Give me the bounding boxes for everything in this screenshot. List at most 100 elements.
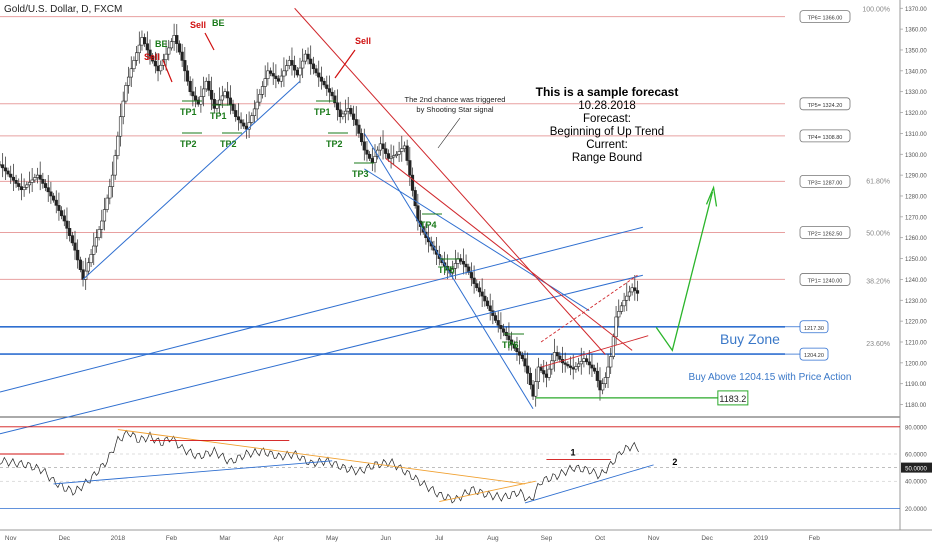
rsi-tick-label-1: 40.0000 (905, 480, 927, 486)
candle-body (493, 315, 498, 321)
candle-body (603, 377, 607, 385)
candle-body (54, 199, 58, 206)
candle-body (397, 151, 401, 155)
candle-body (159, 64, 163, 72)
candle-body (496, 320, 500, 326)
candle-body (563, 362, 567, 365)
level-label-2: TP4= 1308.80 (808, 135, 843, 141)
time-tick-label-10: Sep (541, 535, 553, 542)
candle-body (207, 80, 211, 91)
candle-body (413, 190, 417, 207)
tp-mark-4: TP2 (220, 139, 237, 149)
candle-body (19, 186, 24, 191)
price-tick-label-0: 1180.00 (905, 403, 927, 409)
candle-body (520, 354, 524, 359)
time-tick-label-1: Dec (59, 535, 71, 542)
candle-body (625, 295, 629, 301)
price-tick-label-18: 1360.00 (905, 28, 927, 34)
candle-body (169, 41, 174, 49)
candle-body (255, 101, 259, 110)
candle-body (341, 113, 345, 118)
candle-body (108, 186, 112, 199)
candle-body (97, 229, 101, 239)
candle-body (306, 53, 310, 60)
candle-body (62, 215, 66, 222)
candle-body (491, 310, 495, 316)
rsi-tick-label-4: 80.0000 (905, 425, 927, 431)
sell-arrow-3 (334, 49, 356, 79)
candle-body (38, 174, 42, 180)
price-tick-label-17: 1350.00 (905, 48, 927, 54)
candle-body (619, 305, 624, 312)
candle-body (231, 103, 235, 111)
level-label-4: TP2= 1262.50 (808, 231, 843, 237)
support-label: 1183.2 (719, 394, 746, 404)
fib-label-0: 100.00% (862, 6, 890, 13)
candle-body (121, 100, 125, 118)
price-tick-label-1: 1190.00 (905, 382, 927, 388)
candle-body (568, 365, 573, 368)
candle-body (285, 65, 289, 72)
candle-body (424, 231, 428, 239)
candle-body (507, 335, 511, 341)
candle-body (303, 53, 307, 62)
candle-body (30, 179, 34, 183)
candle-body (9, 173, 13, 178)
candle-body (1, 164, 5, 169)
candle-body (268, 70, 273, 74)
candle-body (236, 116, 240, 121)
level-label-7: 1204.20 (804, 353, 824, 359)
candle-body (124, 85, 128, 102)
candle-body (461, 261, 465, 265)
tp-mark-8: TP5 (438, 265, 455, 275)
candle-body (617, 311, 621, 318)
candle-body (451, 267, 455, 274)
candle-body (402, 145, 407, 150)
candle-body (215, 103, 219, 109)
candle-body (550, 360, 554, 370)
candle-body (351, 113, 356, 120)
time-tick-label-12: Nov (648, 535, 660, 542)
level-tag-0 (799, 10, 851, 24)
candle-body (191, 91, 195, 97)
candle-body (250, 115, 254, 123)
candle-body (432, 245, 436, 251)
candle-body (223, 91, 227, 97)
candle-body (582, 358, 586, 362)
candle-body (118, 116, 123, 137)
buy-zone-label: Buy Zone (720, 331, 780, 347)
forecast-arrow (655, 191, 714, 352)
candle-body (188, 80, 192, 92)
candle-body (499, 325, 503, 330)
time-tick-label-8: Jul (435, 535, 444, 542)
candle-body (360, 133, 364, 143)
candle-body (558, 355, 562, 360)
candle-body (145, 43, 149, 51)
candle-body (459, 258, 463, 262)
candle-body (501, 328, 506, 333)
candle-body (614, 316, 618, 338)
candle-body (322, 80, 326, 86)
candle-body (370, 158, 374, 163)
candle-body (177, 43, 182, 53)
rsi-mark-1: 1 (571, 447, 576, 457)
candle-body (485, 300, 490, 307)
candle-body (531, 384, 535, 397)
candle-body (593, 367, 597, 372)
candle-body (622, 299, 626, 307)
candle-body (453, 263, 457, 269)
be-mark-1: BE (155, 39, 168, 49)
fib-label-4: 23.60% (866, 341, 890, 348)
candle-body (576, 363, 581, 367)
candle-body (57, 205, 61, 211)
candle-body (314, 68, 318, 74)
candle-body (212, 99, 216, 109)
candle-body (14, 180, 18, 184)
buy-above-label: Buy Above 1204.15 with Price Action (689, 372, 852, 383)
trendline-down (363, 133, 534, 410)
candle-body (330, 91, 334, 97)
forecast-arrowhead (705, 185, 718, 207)
candle-body (480, 291, 484, 297)
candle-body (362, 141, 366, 151)
